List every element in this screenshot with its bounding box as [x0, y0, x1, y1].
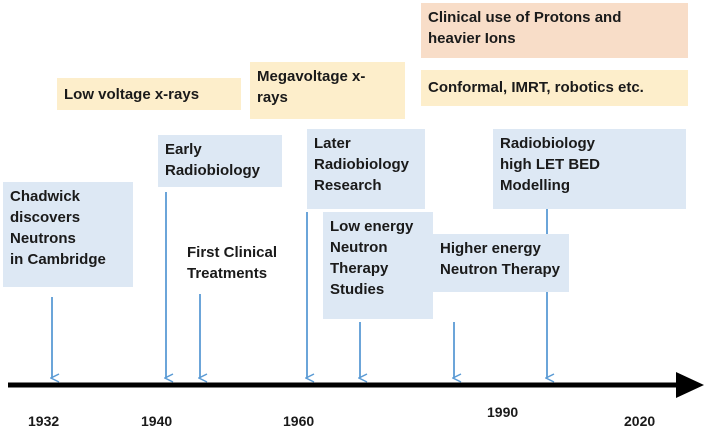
year-label-1940: 1940 — [141, 413, 173, 429]
year-label-2020: 2020 — [624, 413, 656, 429]
box-conformal: Conformal, IMRT, robotics etc. — [421, 70, 688, 106]
box-low-voltage: Low voltage x-rays — [57, 78, 241, 110]
year-label-1932: 1932 — [28, 413, 60, 429]
box-radiobiology-let: Radiobiology high LET BED Modelling — [493, 129, 686, 209]
box-first-clinical: First Clinical Treatments — [180, 238, 295, 290]
box-megavoltage: Megavoltage x- rays — [250, 62, 405, 119]
box-higher-energy-neutron: Higher energy Neutron Therapy — [433, 234, 569, 292]
box-protons-ions: Clinical use of Protons and heavier Ions — [421, 3, 688, 58]
box-later-radiobiology: Later Radiobiology Research — [307, 129, 425, 209]
box-chadwick: Chadwick discovers Neutrons in Cambridge — [3, 182, 133, 287]
year-label-1990: 1990 — [487, 404, 519, 420]
timeline-axis-arrowhead — [676, 372, 704, 398]
box-early-radiobiology: Early Radiobiology — [158, 135, 282, 187]
year-label-1960: 1960 — [283, 413, 315, 429]
box-low-energy-neutron: Low energy Neutron Therapy Studies — [323, 212, 433, 319]
